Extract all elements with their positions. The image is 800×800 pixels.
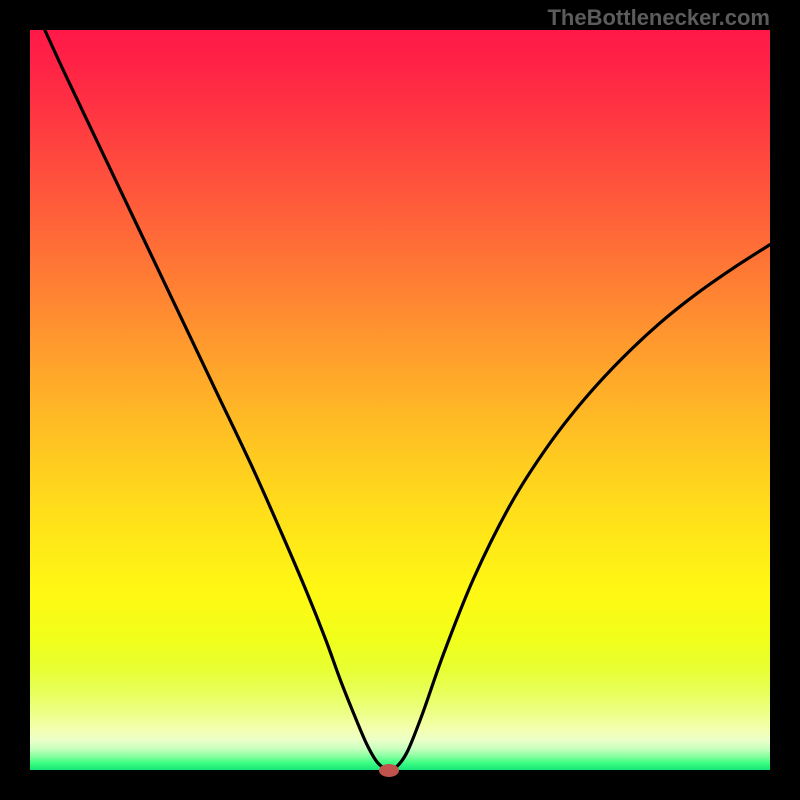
plot-area bbox=[30, 30, 770, 770]
minimum-marker bbox=[379, 764, 399, 777]
bottleneck-curve bbox=[30, 30, 770, 770]
watermark-text: TheBottlenecker.com bbox=[547, 5, 770, 31]
